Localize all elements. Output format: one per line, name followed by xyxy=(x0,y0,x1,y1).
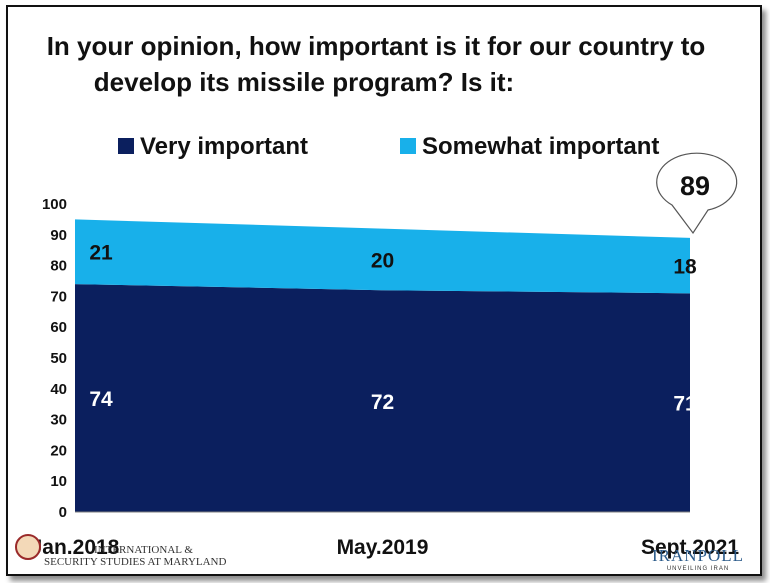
legend-swatch-somewhat-important xyxy=(400,138,416,154)
logo-right: IRANPOLL UNVEILING IRAN xyxy=(652,546,744,572)
callout-bubble-shape xyxy=(656,152,738,235)
y-tick-label: 10 xyxy=(50,473,67,490)
area-very-important xyxy=(75,284,690,512)
chart: In your opinion, how important is it for… xyxy=(15,31,744,572)
data-label: 20 xyxy=(371,249,394,272)
data-label: 74 xyxy=(89,388,113,411)
y-tick-label: 50 xyxy=(50,350,67,367)
legend-label-somewhat-important: Somewhat important xyxy=(422,133,659,160)
callout-bubble: 89 xyxy=(656,152,738,235)
logo-left: INTERNATIONAL & SECURITY STUDIES AT MARY… xyxy=(15,534,226,568)
legend-swatch-very-important xyxy=(118,138,134,154)
logo-left-line-1: INTERNATIONAL & xyxy=(94,544,193,556)
logo-right-tagline: UNVEILING IRAN xyxy=(667,566,729,572)
y-tick-label: 40 xyxy=(50,381,67,398)
data-label: 72 xyxy=(371,391,394,414)
plot-areas xyxy=(75,219,690,512)
x-axis: Jan.2018 May.2019 Sept.2021 xyxy=(31,511,739,559)
logo-right-brand: IRANPOLL xyxy=(652,546,744,565)
y-tick-label: 100 xyxy=(42,196,67,213)
y-tick-label: 70 xyxy=(50,288,67,305)
y-axis: 0 10 20 30 40 50 60 70 80 90 100 xyxy=(42,196,67,521)
y-tick-label: 20 xyxy=(50,442,67,459)
data-label: 18 xyxy=(673,256,697,279)
chart-frame: In your opinion, how important is it for… xyxy=(6,5,762,576)
university-seal-icon xyxy=(15,534,41,560)
x-tick-label: Jan.2018 xyxy=(31,536,120,559)
y-tick-label: 60 xyxy=(50,319,67,336)
callout-value: 89 xyxy=(680,171,710,201)
x-tick-label: May.2019 xyxy=(337,536,429,559)
y-tick-label: 90 xyxy=(50,227,67,244)
chart-title-line-1: In your opinion, how important is it for… xyxy=(47,31,706,61)
logo-left-line-2: SECURITY STUDIES AT MARYLAND xyxy=(44,556,226,568)
y-tick-label: 30 xyxy=(50,412,67,429)
data-label: 21 xyxy=(89,242,113,265)
chart-title-line-2: develop its missile program? Is it: xyxy=(94,67,514,97)
legend: Very important Somewhat important xyxy=(118,133,659,160)
area-somewhat-important xyxy=(75,219,690,294)
data-labels: 74 72 71 21 20 18 xyxy=(89,242,697,416)
y-tick-label: 80 xyxy=(50,258,67,275)
legend-label-very-important: Very important xyxy=(140,133,308,160)
y-tick-label: 0 xyxy=(59,504,67,521)
data-label: 71 xyxy=(673,393,697,416)
x-tick-label: Sept.2021 xyxy=(641,536,739,559)
